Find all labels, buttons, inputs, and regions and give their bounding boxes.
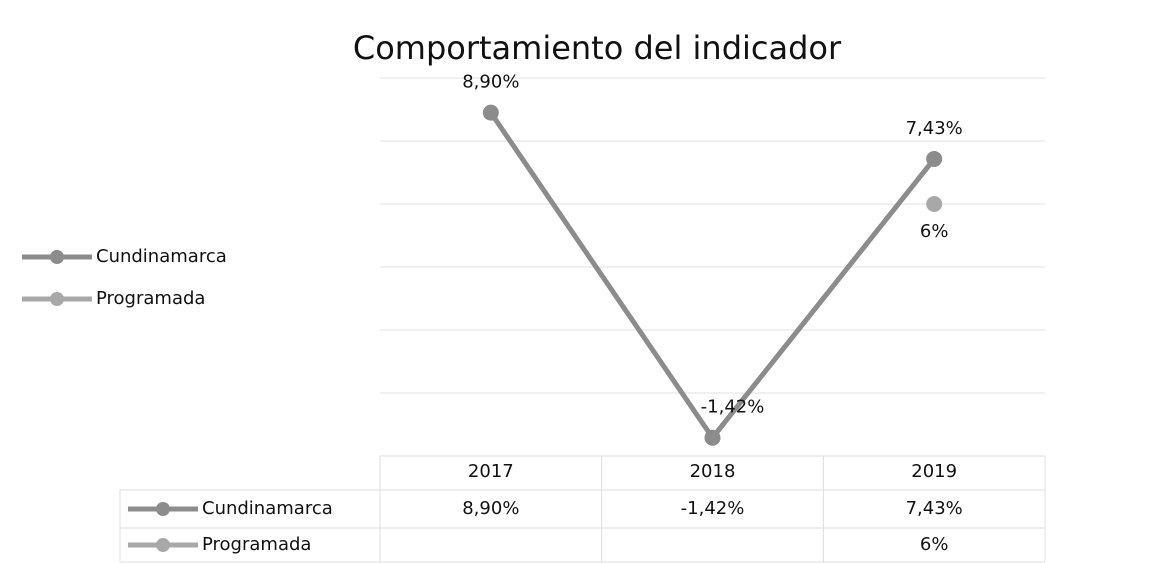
data-label: 7,43% — [906, 118, 963, 139]
legend-label: Programada — [96, 288, 205, 309]
legend-marker — [50, 292, 64, 306]
data-point — [926, 196, 943, 212]
table-cell: 6% — [920, 534, 949, 555]
table-cell: -1,42% — [681, 498, 745, 519]
x-tick-label: 2019 — [911, 461, 957, 482]
data-point — [482, 104, 499, 121]
data-label: -1,42% — [701, 397, 765, 418]
legend-marker — [50, 250, 64, 264]
table-cell: 7,43% — [906, 498, 963, 519]
table-row-label: Programada — [202, 534, 311, 555]
table-row-label: Cundinamarca — [202, 498, 333, 519]
data-label: 6% — [920, 221, 949, 242]
data-label: 8,90% — [462, 72, 519, 93]
table-cell: 8,90% — [462, 498, 519, 519]
chart-title: Comportamiento del indicador — [353, 29, 842, 67]
x-tick-label: 2017 — [468, 461, 514, 482]
data-point — [926, 150, 943, 167]
table-key-marker — [156, 502, 170, 516]
x-tick-label: 2018 — [690, 461, 736, 482]
data-point — [704, 429, 721, 446]
legend-label: Cundinamarca — [96, 246, 227, 267]
table-key-marker — [156, 538, 170, 552]
